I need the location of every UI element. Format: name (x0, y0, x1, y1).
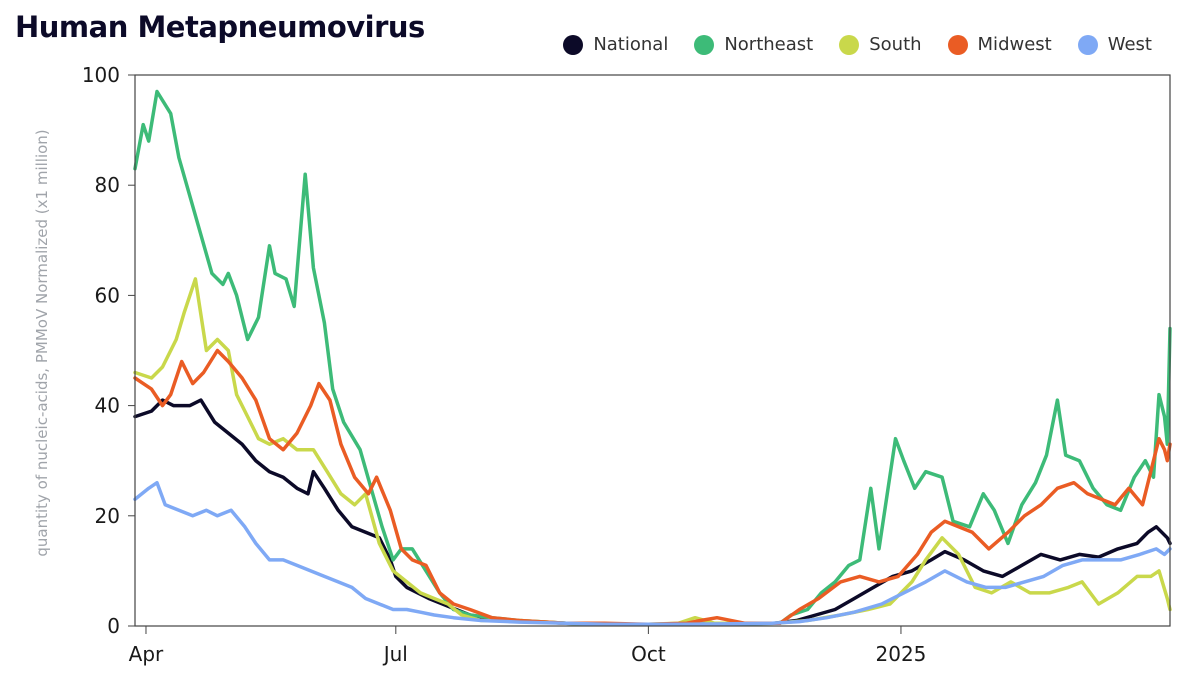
legend-swatch-midwest (947, 34, 968, 55)
x-tick-label: 2025 (876, 642, 927, 666)
legend-swatch-south (839, 34, 860, 55)
y-tick-label: 80 (95, 173, 120, 197)
y-axis-title-group: quantity of nucleic-acids, PMMoV Normali… (33, 129, 51, 556)
legend-item-national[interactable]: National (563, 34, 668, 55)
legend-swatch-northeast (694, 34, 715, 55)
chart-title: Human Metapneumovirus (15, 10, 425, 44)
series-lines (133, 89, 1172, 627)
x-tick-label: Jul (382, 642, 408, 666)
x-tick-label: Oct (631, 642, 666, 666)
y-tick-label: 0 (107, 614, 120, 638)
y-tick-label: 100 (82, 63, 120, 87)
legend-label-northeast: Northeast (724, 34, 814, 55)
plot-frame (134, 74, 1171, 627)
legend-label-midwest: Midwest (977, 34, 1052, 55)
chart-legend: National Northeast South Midwest West (537, 34, 1152, 55)
legend-item-south[interactable]: South (839, 34, 922, 55)
legend-item-northeast[interactable]: Northeast (694, 34, 813, 55)
y-tick-label: 60 (95, 283, 120, 307)
y-axis-title: quantity of nucleic-acids, PMMoV Normali… (33, 129, 51, 556)
y-tick-label: 20 (95, 504, 120, 528)
x-tick-label: Apr (129, 642, 164, 666)
legend-label-national: National (593, 34, 669, 55)
series-line-northeast (133, 89, 1172, 627)
legend-item-west[interactable]: West (1077, 34, 1152, 55)
series-line-west (133, 480, 1172, 627)
axis-ticks: 0 20 40 60 80 100 Apr Jul Oct 2025 (82, 63, 927, 666)
series-line-south (133, 277, 1172, 627)
series-line-national (133, 398, 1172, 627)
legend-swatch-national (563, 34, 584, 55)
legend-label-south: South (869, 34, 922, 55)
legend-label-west: West (1107, 34, 1152, 55)
legend-swatch-west (1077, 34, 1098, 55)
legend-item-midwest[interactable]: Midwest (947, 34, 1052, 55)
y-tick-label: 40 (95, 394, 120, 418)
